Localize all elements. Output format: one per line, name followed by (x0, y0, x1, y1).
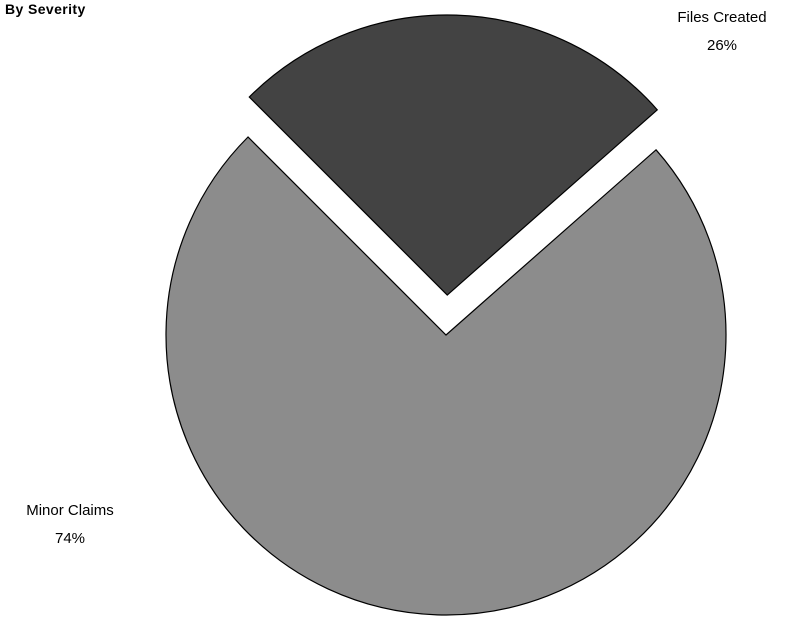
labels-layer: Files Created 26% Minor Claims 74% (26, 9, 766, 547)
pie-slice-files-created (248, 14, 659, 296)
slice-label-files-created: Files Created 26% (677, 9, 766, 54)
slice-label-minor-claims: Minor Claims 74% (26, 502, 114, 547)
slice-percent-label: 26% (707, 37, 737, 54)
slices-layer (165, 14, 727, 616)
slice-name-label: Files Created (677, 9, 766, 26)
chart-title: By Severity (5, 1, 86, 17)
slice-name-label: Minor Claims (26, 502, 114, 519)
pie-slice-minor-claims (165, 136, 727, 616)
slice-percent-label: 74% (55, 530, 85, 547)
